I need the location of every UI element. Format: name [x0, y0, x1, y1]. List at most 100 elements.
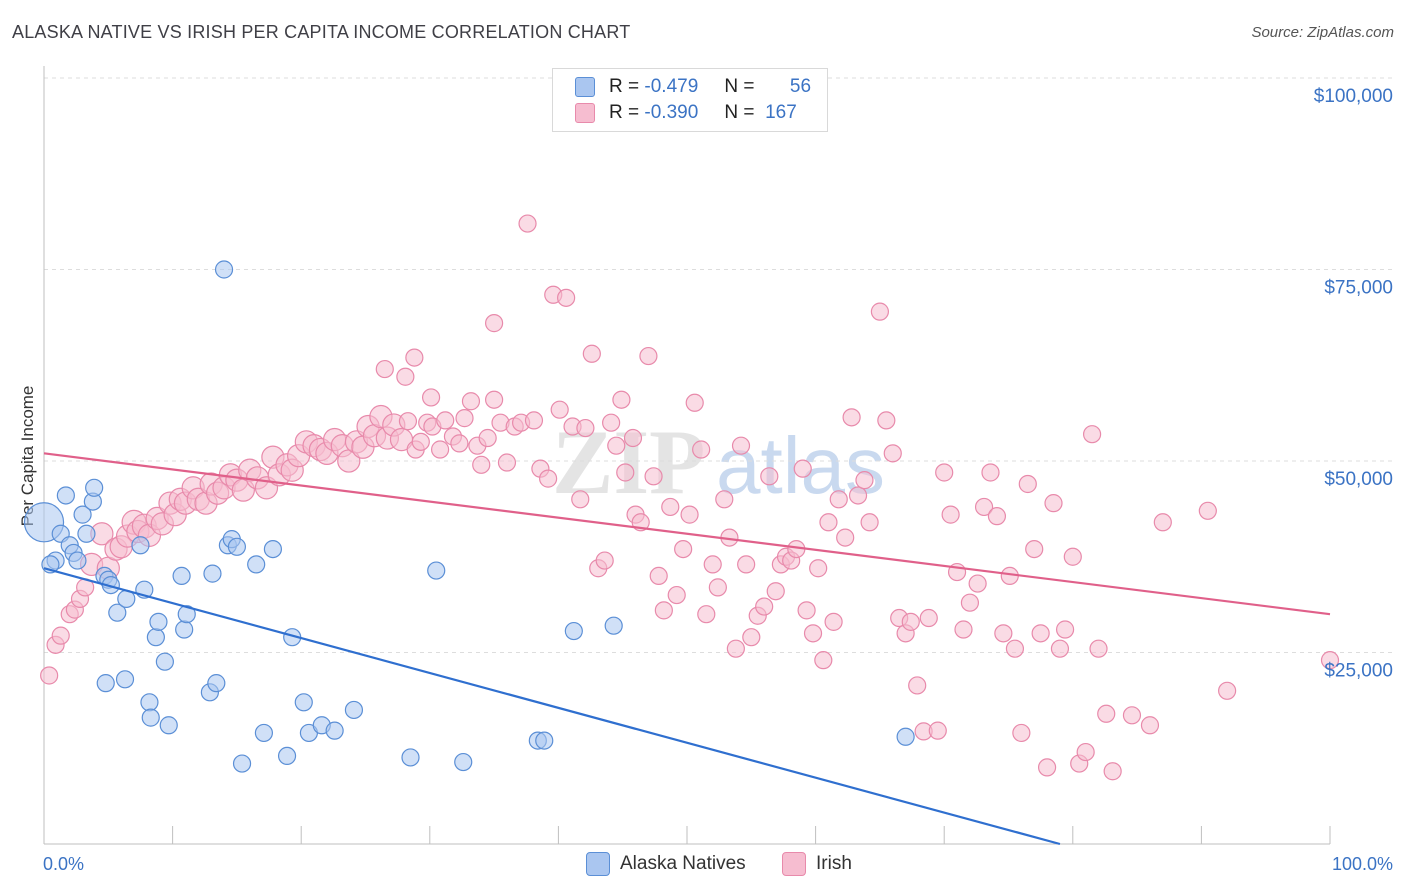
- irish-point: [1031, 624, 1050, 643]
- legend-item-alaska: Alaska Natives: [586, 852, 746, 876]
- irish-point: [708, 578, 727, 597]
- irish-point: [742, 628, 761, 647]
- irish-point: [793, 459, 812, 478]
- irish-point: [1140, 716, 1160, 735]
- alaska-point: [77, 524, 96, 543]
- irish-point: [1025, 539, 1044, 559]
- irish-point: [1218, 681, 1237, 700]
- irish-point: [960, 593, 980, 612]
- irish-point: [550, 400, 569, 419]
- irish-point: [703, 555, 722, 574]
- irish-trend-line: [43, 452, 1331, 616]
- irish-point: [842, 408, 861, 427]
- x-tick-label: 0.0%: [43, 854, 84, 874]
- irish-point: [571, 490, 590, 509]
- irish-point: [461, 392, 481, 411]
- alaska-point: [140, 693, 159, 712]
- irish-point: [518, 214, 537, 233]
- irish-point: [1050, 639, 1070, 658]
- legend-row-alaska: R = -0.479 N = 56: [575, 75, 811, 99]
- irish-point: [436, 411, 455, 430]
- alaska-trend-line: [43, 567, 1061, 846]
- irish-point: [649, 566, 668, 586]
- irish-point: [824, 612, 843, 631]
- irish-point: [40, 666, 59, 685]
- irish-points: [40, 214, 1340, 781]
- irish-point: [485, 390, 504, 409]
- irish-point: [877, 411, 896, 430]
- irish-point: [455, 409, 474, 428]
- irish-point: [697, 605, 716, 624]
- irish-point: [987, 507, 1007, 526]
- legend-label: Irish: [816, 853, 852, 874]
- r-value: -0.390: [644, 102, 699, 123]
- irish-point: [1103, 762, 1122, 781]
- irish-point: [398, 412, 418, 431]
- irish-point: [576, 418, 595, 438]
- y-tick-label: $25,000: [1324, 661, 1393, 682]
- irish-point: [715, 490, 734, 509]
- axes: [43, 66, 1331, 845]
- irish-point: [870, 302, 890, 321]
- irish-point: [928, 721, 947, 740]
- trend-lines: [43, 452, 1331, 846]
- irish-point: [602, 413, 621, 432]
- irish-point: [1055, 620, 1075, 639]
- series-legend: Alaska Natives Irish: [0, 852, 1406, 878]
- alaska-swatch: [575, 77, 595, 97]
- alaska-point: [535, 731, 554, 750]
- alaska-point: [604, 616, 623, 635]
- irish-point: [1320, 651, 1340, 670]
- irish-point: [755, 597, 774, 616]
- alaska-point: [294, 693, 313, 712]
- irish-point: [51, 626, 70, 645]
- irish-point: [797, 601, 816, 620]
- source-label: Source: ZipAtlas.com: [1251, 24, 1394, 41]
- irish-point: [766, 582, 785, 601]
- irish-point: [654, 601, 673, 620]
- alaska-point: [85, 478, 104, 497]
- alaska-point: [175, 620, 194, 639]
- alaska-point: [232, 754, 252, 773]
- alaska-point: [141, 708, 160, 727]
- irish-point: [1082, 425, 1102, 444]
- legend-item-irish: Irish: [782, 852, 852, 876]
- irish-point: [396, 367, 415, 386]
- alaska-point: [68, 551, 87, 570]
- irish-point: [685, 393, 704, 412]
- irish-point: [1153, 513, 1172, 532]
- irish-point: [616, 463, 635, 482]
- n-label: N =: [724, 102, 755, 123]
- irish-point: [819, 513, 838, 532]
- legend-label: Alaska Natives: [620, 853, 746, 874]
- alaska-point: [177, 605, 196, 624]
- irish-point: [855, 471, 874, 490]
- stats-legend: R = -0.479 N = 56 R = -0.390 N = 167: [552, 68, 828, 132]
- irish-point: [639, 346, 658, 366]
- n-value: 167: [765, 102, 797, 123]
- y-tick-label: $75,000: [1324, 278, 1393, 299]
- irish-swatch: [575, 103, 595, 123]
- irish-point: [1037, 758, 1057, 777]
- alaska-point: [56, 486, 75, 505]
- alaska-point: [155, 652, 174, 671]
- irish-point: [883, 444, 902, 463]
- irish-point: [919, 608, 938, 628]
- alaska-point: [344, 700, 364, 720]
- irish-point: [661, 497, 680, 517]
- alaska-point: [203, 564, 222, 583]
- irish-point: [680, 505, 699, 524]
- alaska-point: [454, 752, 473, 772]
- irish-point: [1005, 639, 1025, 658]
- irish-point: [974, 497, 994, 517]
- irish-point: [1044, 494, 1063, 513]
- irish-point: [375, 359, 394, 379]
- x-tick-label: 100.0%: [1332, 854, 1393, 874]
- alaska-point: [227, 537, 246, 556]
- irish-point: [539, 469, 558, 488]
- r-label: R =: [609, 76, 640, 97]
- irish-point: [935, 463, 954, 482]
- irish-point: [674, 539, 693, 559]
- alaska-point: [564, 621, 583, 641]
